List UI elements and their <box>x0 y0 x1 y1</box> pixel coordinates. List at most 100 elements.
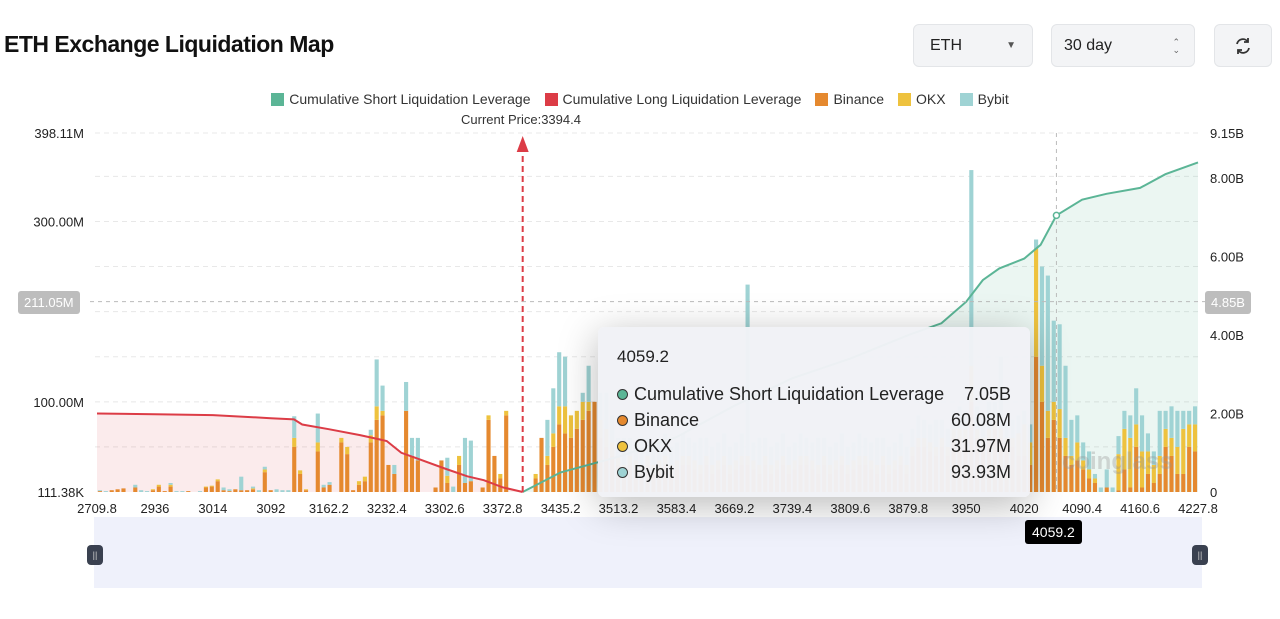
bar-binance <box>156 486 161 492</box>
bar-bybit <box>197 491 203 492</box>
bar-binance <box>1157 473 1162 492</box>
bar-binance <box>392 473 397 492</box>
bar-okx <box>215 479 220 482</box>
bar-bybit <box>180 491 185 492</box>
bar-bybit <box>1034 239 1039 249</box>
bar-bybit <box>1163 410 1168 429</box>
bar-binance <box>457 464 462 492</box>
symbol-value: ETH <box>930 36 962 54</box>
bar-bybit <box>580 392 585 402</box>
bar-okx <box>368 435 373 443</box>
bar-binance <box>1128 487 1133 492</box>
bar-okx <box>250 488 256 490</box>
bar-binance <box>209 486 214 492</box>
slider-right-handle[interactable]: || <box>1192 545 1208 565</box>
bar-bybit <box>1116 436 1121 455</box>
bar-binance <box>539 437 544 492</box>
period-select[interactable]: 30 day ⌃ ⌄ <box>1051 24 1195 67</box>
bar-bybit <box>1175 410 1180 447</box>
bar-bybit <box>250 486 256 489</box>
legend-okx[interactable]: OKX <box>898 91 946 107</box>
tooltip-label: Binance <box>634 410 700 430</box>
x-tick: 3513.2 <box>599 501 639 516</box>
bar-bybit <box>97 490 103 492</box>
zoom-slider[interactable] <box>94 517 1202 588</box>
legend-bybit[interactable]: Bybit <box>959 91 1009 107</box>
legend-binance[interactable]: Binance <box>815 91 884 107</box>
bar-okx <box>1034 248 1039 357</box>
legend-label: Binance <box>833 91 885 107</box>
bar-okx <box>574 410 579 429</box>
bar-bybit <box>1075 415 1080 443</box>
bar-binance <box>1151 482 1156 492</box>
bar-binance <box>1145 473 1151 492</box>
bar-bybit <box>1028 424 1033 443</box>
bar-okx <box>445 475 450 483</box>
bar-binance <box>1092 482 1098 492</box>
bar-okx <box>303 489 309 491</box>
refresh-button[interactable] <box>1214 24 1272 67</box>
bar-binance <box>351 490 356 492</box>
bar-binance <box>339 442 344 492</box>
bar-binance <box>1028 464 1033 492</box>
bar-binance <box>1069 464 1074 492</box>
bar-binance <box>121 488 126 492</box>
bar-bybit <box>1145 433 1151 452</box>
bar-okx <box>1122 428 1127 470</box>
bar-binance <box>433 487 438 492</box>
bar-okx <box>1134 424 1139 447</box>
bar-binance <box>504 415 509 492</box>
bar-okx <box>362 476 367 482</box>
chart-legend: Cumulative Short Liquidation Leverage Cu… <box>0 91 1280 107</box>
bar-bybit <box>1063 365 1068 438</box>
watermark: coinglass <box>1062 448 1173 475</box>
bar-bybit <box>1092 473 1098 479</box>
bar-okx <box>498 473 503 479</box>
bar-binance <box>1063 455 1068 492</box>
bar-bybit <box>586 365 591 402</box>
bar-bybit <box>133 484 138 488</box>
bar-okx <box>1151 464 1156 483</box>
x-tick: 2709.8 <box>77 501 117 516</box>
bar-okx <box>1057 409 1062 438</box>
bar-binance <box>1140 487 1145 492</box>
bar-bybit <box>1192 406 1198 425</box>
bar-okx <box>203 486 208 488</box>
bar-bybit <box>563 356 568 407</box>
bar-binance <box>1081 469 1086 492</box>
bar-bybit <box>1110 487 1115 492</box>
bar-okx <box>315 442 320 452</box>
bar-okx <box>1169 437 1174 456</box>
legend-short[interactable]: Cumulative Short Liquidation Leverage <box>271 91 531 107</box>
tooltip-value: 31.97M <box>950 436 1011 456</box>
slider-left-handle[interactable]: || <box>87 545 103 565</box>
bar-binance <box>221 490 226 492</box>
y-right-tick: 2.00B <box>1210 407 1244 422</box>
x-tick: 3739.4 <box>772 501 812 516</box>
bar-binance <box>356 484 362 492</box>
bar-binance <box>315 451 320 492</box>
bar-bybit <box>969 170 974 366</box>
bar-okx <box>339 437 344 443</box>
bar-binance <box>362 481 367 492</box>
bar-binance <box>480 487 485 492</box>
bar-binance <box>1116 490 1121 492</box>
bar-bybit <box>380 385 385 411</box>
bar-okx <box>1128 437 1133 488</box>
legend-swatch <box>544 92 558 106</box>
bar-bybit <box>374 359 379 407</box>
refresh-icon <box>1236 37 1250 54</box>
symbol-select[interactable]: ETH ▼ <box>913 24 1033 67</box>
bar-okx <box>1145 451 1151 474</box>
crosshair-x-label: 4059.2 <box>1025 520 1082 544</box>
bar-bybit <box>404 381 409 411</box>
bar-binance <box>445 482 450 492</box>
bar-bybit <box>280 490 285 492</box>
bar-okx <box>1063 437 1068 456</box>
period-value: 30 day <box>1064 36 1113 54</box>
bar-binance <box>380 415 385 492</box>
bar-binance <box>415 460 420 492</box>
y-right-tick: 9.15B <box>1210 126 1244 141</box>
bar-okx <box>1039 365 1045 402</box>
legend-long[interactable]: Cumulative Long Liquidation Leverage <box>544 91 801 107</box>
